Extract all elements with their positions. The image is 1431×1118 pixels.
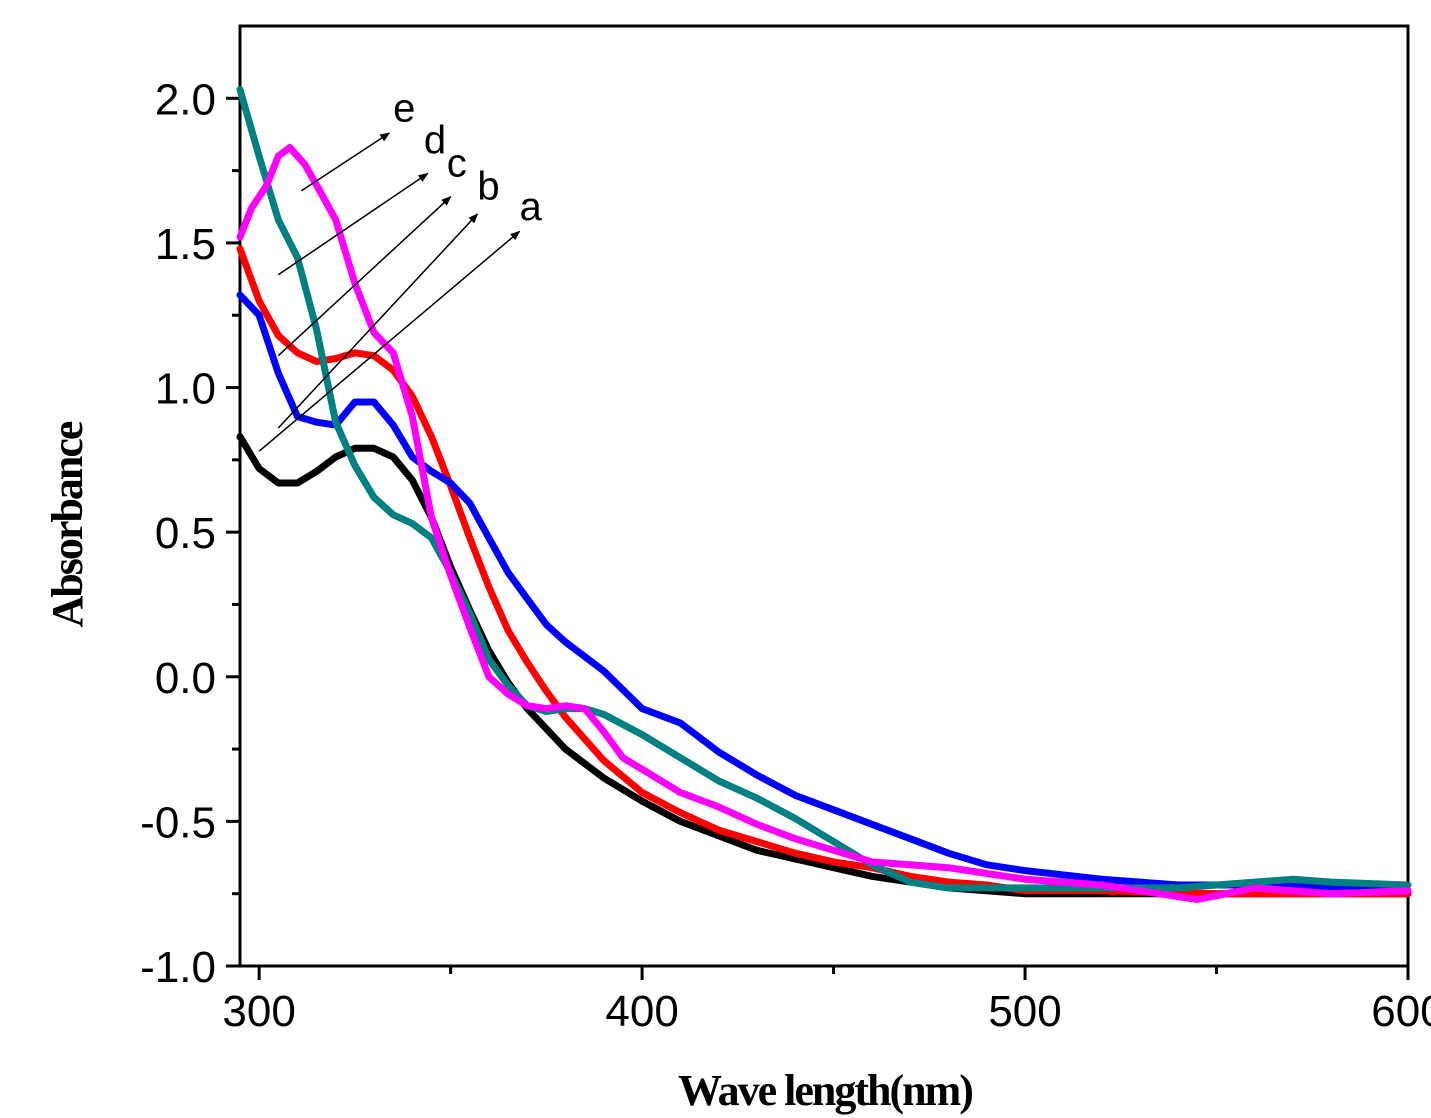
x-tick-label: 500 bbox=[988, 987, 1061, 1036]
plot-frame bbox=[238, 24, 1410, 968]
y-tick-label: 2.0 bbox=[155, 75, 216, 124]
series-line-1 bbox=[236, 433, 1412, 898]
curve-label-c: c bbox=[447, 141, 467, 185]
y-tick-label: 1.0 bbox=[155, 365, 216, 414]
arrow-a bbox=[258, 230, 521, 452]
curve-label-b: b bbox=[477, 165, 499, 209]
curve-label-d: d bbox=[424, 118, 446, 162]
y-tick-label: -0.5 bbox=[140, 798, 216, 847]
arrow-c bbox=[277, 195, 452, 357]
arrow-e bbox=[300, 132, 391, 192]
x-axis-title: Wave length(nm) bbox=[678, 1066, 972, 1115]
y-axis-title: Absorbance bbox=[43, 421, 92, 627]
arrow-d bbox=[277, 172, 429, 276]
curve-label-a: a bbox=[520, 185, 543, 229]
series-layer bbox=[236, 86, 1412, 903]
curve-label-e: e bbox=[393, 86, 415, 130]
tick-labels: 300 400 500 600 -1.0 -0.5 0.0 0.5 1.0 1.5 2.0 bbox=[140, 75, 1431, 1036]
series-line-5 bbox=[236, 144, 1412, 903]
axis-ticks bbox=[226, 96, 1410, 980]
y-tick-label: 0.5 bbox=[155, 509, 216, 558]
series-line-2 bbox=[236, 245, 1412, 898]
series-line-3 bbox=[236, 291, 1412, 895]
x-tick-label: 300 bbox=[222, 987, 295, 1036]
plot-border bbox=[238, 24, 1410, 968]
y-tick-label: 1.5 bbox=[155, 220, 216, 269]
y-tick-label: 0.0 bbox=[155, 654, 216, 703]
x-tick-label: 600 bbox=[1371, 987, 1431, 1036]
arrow-b bbox=[277, 213, 479, 429]
y-tick-label: -1.0 bbox=[140, 943, 216, 992]
x-tick-label: 400 bbox=[605, 987, 678, 1036]
